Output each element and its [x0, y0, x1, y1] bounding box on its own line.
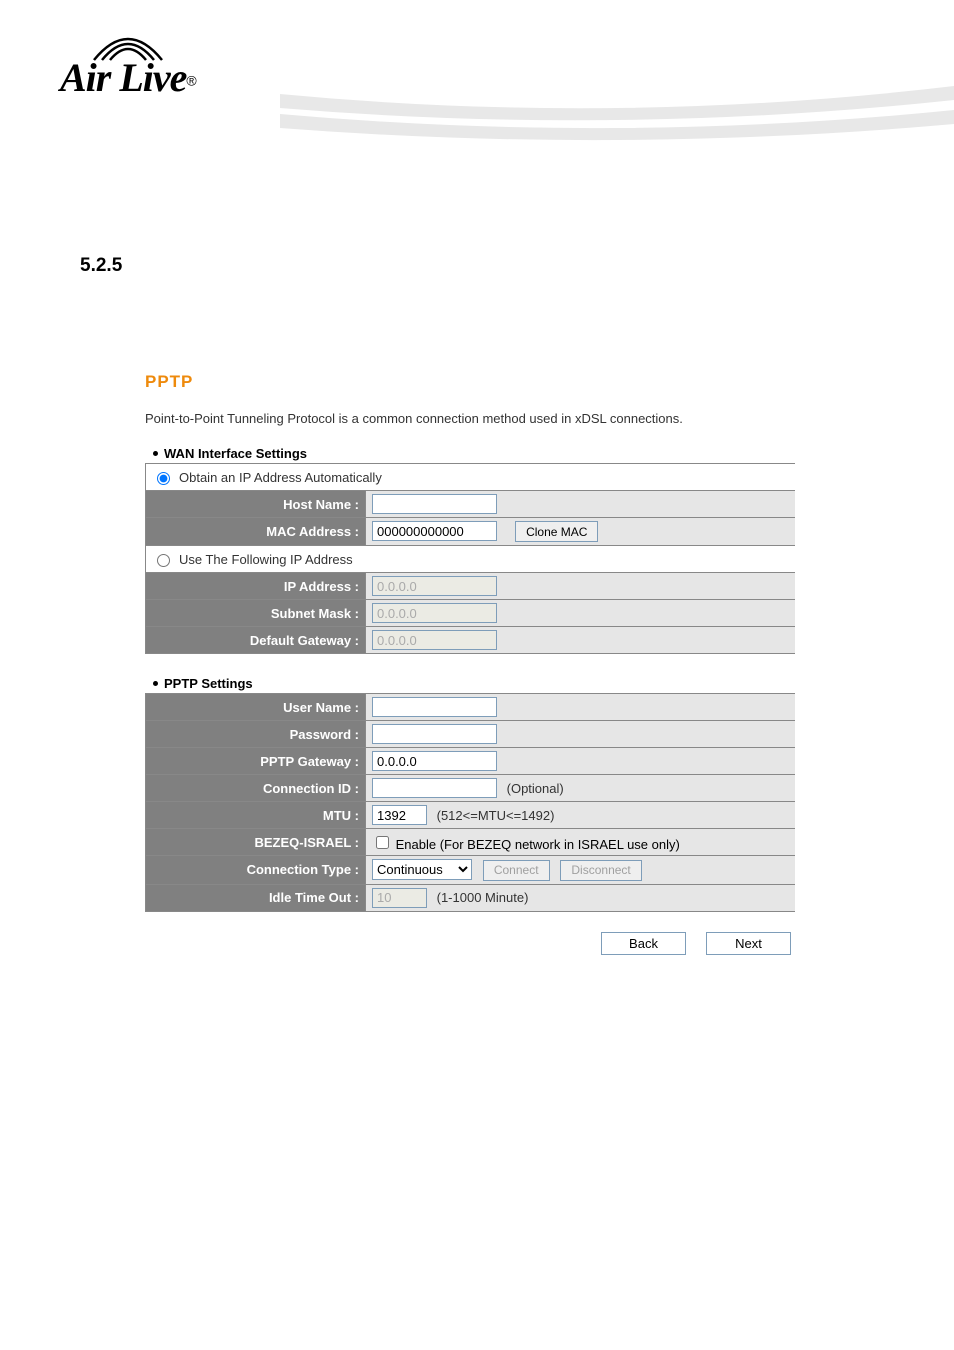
pptp-table: User Name : Password : PPTP Gateway : Co… [145, 693, 795, 912]
idle-note: (1-1000 Minute) [437, 890, 529, 905]
host-name-input[interactable] [372, 494, 497, 514]
disconnect-button[interactable]: Disconnect [560, 860, 641, 881]
radio-static-label: Use The Following IP Address [179, 552, 353, 567]
mac-input[interactable] [372, 521, 497, 541]
conn-id-label: Connection ID : [146, 775, 366, 802]
conn-id-note: (Optional) [507, 781, 564, 796]
page-header: Air Live® [0, 0, 954, 160]
mtu-input[interactable] [372, 805, 427, 825]
bezeq-checkbox[interactable] [376, 836, 389, 849]
ip-input[interactable] [372, 576, 497, 596]
bezeq-text: Enable (For BEZEQ network in ISRAEL use … [396, 837, 680, 852]
clone-mac-button[interactable]: Clone MAC [515, 521, 598, 542]
nav-buttons: Back Next [145, 932, 795, 955]
host-name-label: Host Name : [146, 491, 366, 518]
brand-logo: Air Live® [60, 30, 197, 101]
bullet-icon [153, 451, 158, 456]
bezeq-label: BEZEQ-ISRAEL : [146, 829, 366, 856]
mask-label: Subnet Mask : [146, 600, 366, 627]
radio-static-ip[interactable] [157, 554, 170, 567]
mask-input[interactable] [372, 603, 497, 623]
panel-description: Point-to-Point Tunneling Protocol is a c… [145, 410, 795, 428]
gateway-input[interactable] [372, 630, 497, 650]
password-input[interactable] [372, 724, 497, 744]
connect-button[interactable]: Connect [483, 860, 550, 881]
pptp-heading: PPTP Settings [153, 676, 795, 691]
mtu-note: (512<=MTU<=1492) [437, 808, 555, 823]
wan-heading-text: WAN Interface Settings [164, 446, 307, 461]
username-label: User Name : [146, 694, 366, 721]
idle-label: Idle Time Out : [146, 884, 366, 911]
section-number: 5.2.5 [80, 255, 954, 277]
next-button[interactable]: Next [706, 932, 791, 955]
conn-type-select[interactable]: Continuous [372, 859, 472, 880]
pptp-gateway-label: PPTP Gateway : [146, 748, 366, 775]
wan-table: Obtain an IP Address Automatically Host … [145, 463, 795, 654]
ip-label: IP Address : [146, 573, 366, 600]
password-label: Password : [146, 721, 366, 748]
brand-text: Air Live [60, 55, 186, 100]
radio-auto-ip[interactable] [157, 472, 170, 485]
mac-label: MAC Address : [146, 518, 366, 546]
bullet-icon [153, 681, 158, 686]
gateway-label: Default Gateway : [146, 627, 366, 654]
header-swoosh [280, 86, 954, 146]
pptp-gateway-input[interactable] [372, 751, 497, 771]
pptp-heading-text: PPTP Settings [164, 676, 253, 691]
conn-type-label: Connection Type : [146, 856, 366, 885]
mtu-label: MTU : [146, 802, 366, 829]
username-input[interactable] [372, 697, 497, 717]
panel-title: PPTP [145, 372, 795, 392]
registered-mark: ® [186, 73, 196, 89]
config-panel: PPTP Point-to-Point Tunneling Protocol i… [145, 372, 795, 955]
conn-id-input[interactable] [372, 778, 497, 798]
back-button[interactable]: Back [601, 932, 686, 955]
idle-input[interactable] [372, 888, 427, 908]
wan-heading: WAN Interface Settings [153, 446, 795, 461]
radio-auto-label: Obtain an IP Address Automatically [179, 470, 382, 485]
